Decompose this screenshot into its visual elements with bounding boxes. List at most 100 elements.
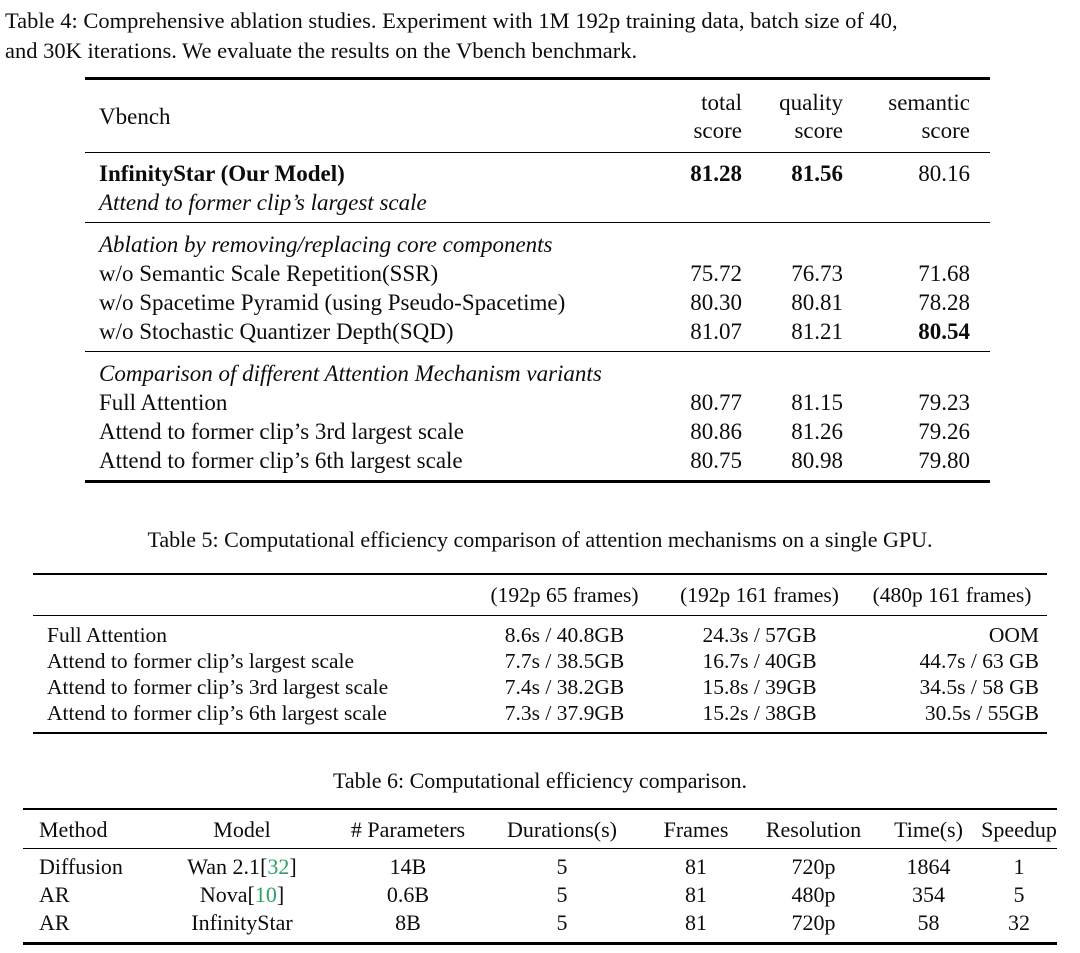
time-cell: 58 <box>917 910 940 935</box>
table6-caption: Table 6: Computational efficiency compar… <box>332 768 748 793</box>
quality-score-cell: 81.26 <box>791 419 843 444</box>
group-heading-row: Comparison of different Attention Mechan… <box>85 352 990 389</box>
table-header-row: (192p 65 frames) (192p 161 frames) (480p… <box>33 574 1047 616</box>
speedup-cell: 1 <box>1013 854 1025 879</box>
time-memory-cell: 7.7s / 38.5GB <box>504 649 625 673</box>
quality-score-cell: 81.56 <box>791 161 843 186</box>
time-memory-cell: 15.2s / 38GB <box>702 701 817 725</box>
row-note: Attend to former clip’s largest scale <box>99 190 427 215</box>
time-memory-cell: 8.6s / 40.8GB <box>504 623 625 647</box>
time-memory-cell: OOM <box>988 623 1039 647</box>
semantic-score-cell: 78.28 <box>918 290 970 315</box>
cite-bracket: [ <box>247 882 255 907</box>
durations-cell: 5 <box>556 854 568 879</box>
table-row: AR InfinityStar 8B 5 81 720p 58 32 <box>23 909 1057 944</box>
resolution-cell: 480p <box>791 882 836 907</box>
table-row: w/o Semantic Scale Repetition(SSR) 75.72… <box>85 259 990 288</box>
time-memory-cell: 16.7s / 40GB <box>702 649 817 673</box>
method-cell: AR <box>39 910 70 935</box>
table-row: InfinityStar (Our Model) 81.28 81.56 80.… <box>85 153 990 189</box>
column-header-method: Method <box>39 817 108 842</box>
cite-bracket: [ <box>260 854 268 879</box>
quality-score-cell: 76.73 <box>791 261 843 286</box>
table4-main-group: InfinityStar (Our Model) 81.28 81.56 80.… <box>85 153 990 223</box>
method-cell: AR <box>39 882 70 907</box>
total-score-cell: 75.72 <box>690 261 742 286</box>
column-header-time: Time(s) <box>894 817 963 842</box>
column-header-frames: Frames <box>663 817 729 842</box>
durations-cell: 5 <box>556 882 568 907</box>
column-header-total: total score <box>627 79 742 153</box>
row-label: Attend to former clip’s largest scale <box>47 649 355 673</box>
time-memory-cell: 7.3s / 37.9GB <box>504 701 625 725</box>
frames-cell: 81 <box>685 882 707 907</box>
row-label: InfinityStar (Our Model) <box>99 161 345 186</box>
total-score-cell: 81.07 <box>690 319 742 344</box>
speedup-cell: 5 <box>1013 882 1025 907</box>
quality-score-cell: 80.81 <box>791 290 843 315</box>
time-memory-cell: 44.7s / 63 GB <box>919 649 1039 673</box>
col-header-line: score <box>693 118 742 143</box>
model-name: Nova <box>199 882 248 907</box>
column-header-parameters: # Parameters <box>350 817 466 842</box>
table5-body: Full Attention 8.6s / 40.8GB 24.3s / 57G… <box>33 616 1047 734</box>
table6: Method Model # Parameters Durations(s) F… <box>23 808 1057 945</box>
table4-caption: Table 4: Comprehensive ablation studies.… <box>5 6 1067 66</box>
frames-cell: 81 <box>685 910 707 935</box>
col-header-line: quality <box>779 90 843 115</box>
col-header-line: total <box>701 90 742 115</box>
column-header-192p65: (192p 65 frames) <box>490 583 639 607</box>
row-label: Attend to former clip’s 3rd largest scal… <box>47 675 389 699</box>
parameters-cell: 14B <box>389 854 427 879</box>
table-row: Attend to former clip’s 6th largest scal… <box>85 446 990 482</box>
col-header-line: score <box>921 118 970 143</box>
time-memory-cell: 34.5s / 58 GB <box>919 675 1039 699</box>
quality-score-cell: 81.21 <box>791 319 843 344</box>
group-heading-row: Ablation by removing/replacing core comp… <box>85 223 990 260</box>
table4-header: Vbench total score quality score semanti… <box>85 79 990 153</box>
resolution-cell: 720p <box>791 854 836 879</box>
semantic-score-cell: 80.54 <box>918 319 970 344</box>
column-header-480p161: (480p 161 frames) <box>872 583 1032 607</box>
table-header-row: Method Model # Parameters Durations(s) F… <box>23 809 1057 849</box>
frames-cell: 81 <box>685 854 707 879</box>
column-header-durations: Durations(s) <box>507 817 617 842</box>
table6-header: Method Model # Parameters Durations(s) F… <box>23 809 1057 849</box>
time-cell: 1864 <box>906 854 951 879</box>
col-header-line: semantic <box>888 90 970 115</box>
method-cell: Diffusion <box>39 854 123 879</box>
group-heading: Comparison of different Attention Mechan… <box>99 361 602 386</box>
citation-link[interactable]: 32 <box>267 854 290 879</box>
quality-score-cell: 80.98 <box>791 448 843 473</box>
row-label: Attend to former clip’s 6th largest scal… <box>99 448 463 473</box>
row-label: Attend to former clip’s 6th largest scal… <box>47 701 387 725</box>
total-score-cell: 80.86 <box>690 419 742 444</box>
quality-score-cell: 81.15 <box>791 390 843 415</box>
time-memory-cell: 24.3s / 57GB <box>702 623 817 647</box>
column-header-quality: quality score <box>742 79 843 153</box>
table-row: Attend to former clip’s 3rd largest scal… <box>33 674 1047 700</box>
column-header-model: Model <box>213 817 271 842</box>
citation-link[interactable]: 10 <box>254 882 277 907</box>
cite-bracket: ] <box>289 854 297 879</box>
table4-caption-line2: and 30K iterations. We evaluate the resu… <box>5 38 638 63</box>
table5-header: (192p 65 frames) (192p 161 frames) (480p… <box>33 574 1047 616</box>
table4-attention-group: Comparison of different Attention Mechan… <box>85 352 990 482</box>
column-header-semantic: semantic score <box>843 79 990 153</box>
row-label: w/o Semantic Scale Repetition(SSR) <box>99 261 439 286</box>
table-row: Attend to former clip’s largest scale 7.… <box>33 648 1047 674</box>
speedup-cell: 32 <box>1008 910 1030 935</box>
model-cell: Wan 2.1[32] <box>151 849 333 882</box>
semantic-score-cell: 80.16 <box>918 161 970 186</box>
time-memory-cell: 7.4s / 38.2GB <box>504 675 625 699</box>
column-header-speedup: Speedup <box>981 817 1057 842</box>
empty-corner-cell <box>33 574 467 616</box>
total-score-cell: 81.28 <box>690 161 742 186</box>
row-label: Attend to former clip’s 3rd largest scal… <box>99 419 464 444</box>
table-row: Attend to former clip’s 3rd largest scal… <box>85 417 990 446</box>
row-label: Full Attention <box>99 390 228 415</box>
row-label: Full Attention <box>47 623 168 647</box>
time-memory-cell: 15.8s / 39GB <box>702 675 817 699</box>
table-row: Attend to former clip’s largest scale <box>85 188 990 223</box>
